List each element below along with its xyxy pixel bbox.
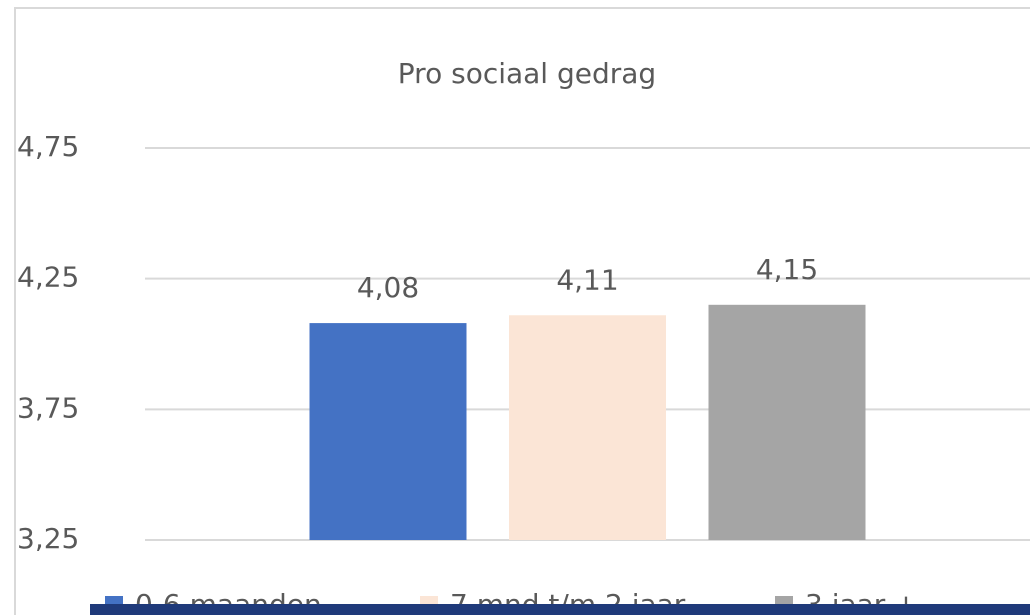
- chart-title: Pro sociaal gedrag: [398, 57, 656, 90]
- data-label: 4,11: [556, 263, 618, 296]
- overlay-bar: [90, 604, 1030, 615]
- y-tick-label: 4,25: [17, 261, 79, 294]
- bar: [309, 323, 467, 540]
- y-tick-label: 3,75: [17, 391, 79, 424]
- data-label: 4,15: [756, 253, 818, 286]
- y-tick-label: 4,75: [17, 130, 79, 163]
- y-tick-label: 3,25: [17, 522, 79, 555]
- bar: [509, 315, 666, 540]
- data-label: 4,08: [357, 271, 419, 304]
- bar: [708, 304, 866, 540]
